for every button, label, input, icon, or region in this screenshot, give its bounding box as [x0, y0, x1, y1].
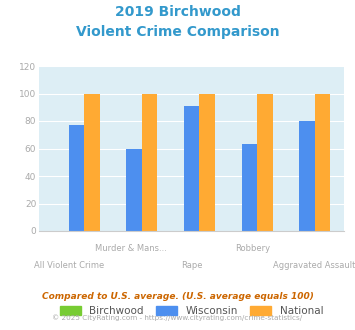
Text: 2019 Birchwood: 2019 Birchwood [115, 5, 240, 19]
Bar [69, 125, 84, 231]
Bar [200, 93, 215, 231]
Text: Violent Crime Comparison: Violent Crime Comparison [76, 25, 279, 39]
Text: Compared to U.S. average. (U.S. average equals 100): Compared to U.S. average. (U.S. average … [42, 292, 313, 301]
Bar [126, 148, 142, 231]
Bar [184, 106, 200, 231]
Bar [257, 93, 273, 231]
Text: Aggravated Assault: Aggravated Assault [273, 261, 355, 270]
Text: Murder & Mans...: Murder & Mans... [95, 244, 166, 253]
Bar [142, 93, 157, 231]
Legend: Birchwood, Wisconsin, National: Birchwood, Wisconsin, National [60, 306, 323, 316]
Bar [84, 93, 100, 231]
Bar [242, 145, 257, 231]
Bar [315, 93, 331, 231]
Bar [299, 121, 315, 231]
Text: © 2025 CityRating.com - https://www.cityrating.com/crime-statistics/: © 2025 CityRating.com - https://www.city… [53, 314, 302, 321]
Text: Robbery: Robbery [235, 244, 270, 253]
Text: All Violent Crime: All Violent Crime [34, 261, 105, 270]
Text: Rape: Rape [181, 261, 202, 270]
